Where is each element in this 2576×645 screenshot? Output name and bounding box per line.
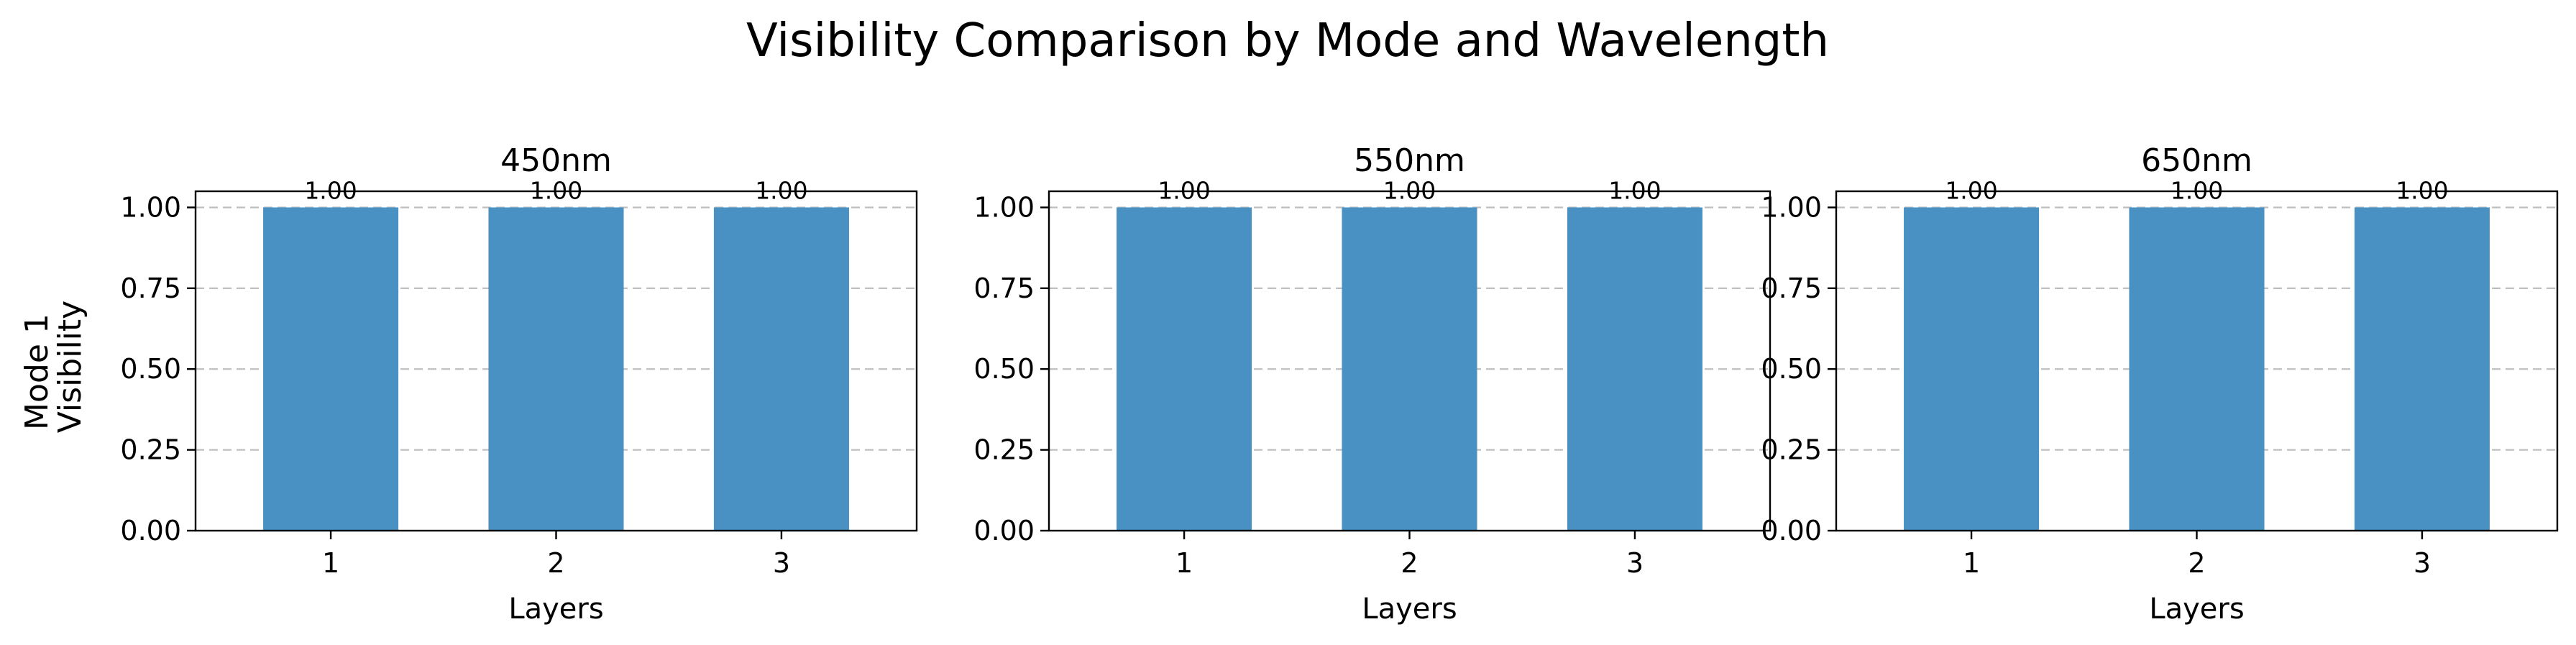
x-axis-label: Layers (2149, 593, 2244, 626)
y-tick-label: 0.25 (973, 434, 1035, 466)
bar (2129, 207, 2265, 531)
y-tick-label: 1.00 (120, 191, 181, 223)
chart-panel-1: 0.000.250.500.751.001.0011.0021.003450nm… (120, 142, 918, 626)
y-tick-label: 0.50 (120, 353, 181, 385)
y-tick-label: 0.50 (973, 353, 1035, 385)
y-tick-label: 0.50 (1761, 353, 1822, 385)
bar (1117, 207, 1252, 531)
y-tick-label: 0.75 (973, 273, 1035, 304)
figure-title: Visibility Comparison by Mode and Wavele… (746, 14, 1829, 68)
y-tick-label: 0.00 (1761, 515, 1822, 546)
y-tick-label: 0.25 (120, 434, 181, 466)
x-axis-label: Layers (508, 593, 603, 626)
x-tick-label: 3 (1626, 547, 1644, 579)
bar (2354, 207, 2490, 531)
y-axis-label: Mode 1 Visibility (19, 301, 88, 433)
y-axis-label-line-1: Mode 1 (19, 314, 55, 430)
x-tick-label: 1 (322, 547, 339, 579)
bar (1904, 207, 2040, 531)
chart-panel-3: 0.000.250.500.751.001.0011.0021.003650nm… (1761, 142, 2559, 626)
y-tick-label: 0.25 (1761, 434, 1822, 466)
panel-title: 450nm (500, 142, 612, 179)
bar (713, 207, 849, 531)
x-tick-label: 3 (2414, 547, 2431, 579)
axes-frame (194, 190, 918, 532)
y-tick-label: 1.00 (973, 191, 1035, 223)
axes-frame (1048, 190, 1771, 532)
y-axis-label-line-2: Visibility (52, 301, 88, 433)
x-tick-label: 1 (1963, 547, 1980, 579)
x-tick-label: 2 (547, 547, 564, 579)
bar (1567, 207, 1702, 531)
bar (488, 207, 624, 531)
x-tick-label: 1 (1175, 547, 1193, 579)
bar (1342, 207, 1477, 531)
axes-frame (1835, 190, 2559, 532)
x-axis-label: Layers (1362, 593, 1457, 626)
y-tick-label: 0.00 (973, 515, 1035, 546)
x-tick-label: 2 (2188, 547, 2205, 579)
chart-panel-2: 0.000.250.500.751.001.0011.0021.003550nm… (973, 142, 1771, 626)
panel-title: 550nm (1354, 142, 1465, 179)
x-tick-label: 2 (1401, 547, 1418, 579)
x-tick-label: 3 (773, 547, 790, 579)
y-tick-label: 0.00 (120, 515, 181, 546)
y-tick-label: 1.00 (1761, 191, 1822, 223)
chart-panels: 0.000.250.500.751.001.0011.0021.003450nm… (120, 142, 2559, 626)
y-tick-label: 0.75 (120, 273, 181, 304)
bar (263, 207, 399, 531)
y-tick-label: 0.75 (1761, 273, 1822, 304)
panel-title: 650nm (2141, 142, 2252, 179)
